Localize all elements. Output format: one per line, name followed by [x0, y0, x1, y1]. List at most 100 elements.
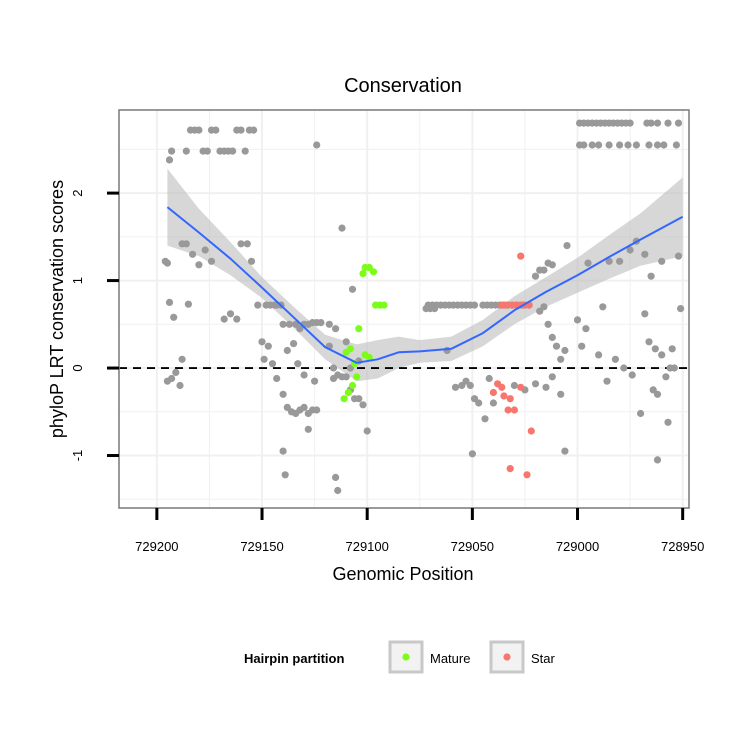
data-point-other: [279, 320, 287, 328]
x-tick-label: 729200: [135, 539, 178, 554]
data-point-other: [573, 316, 582, 324]
legend-item-mature: Mature: [388, 640, 470, 674]
data-point-mature: [359, 270, 367, 278]
data-point-other: [283, 346, 291, 355]
data-point-other: [557, 390, 565, 398]
data-point-other: [189, 250, 197, 258]
data-point-star: [506, 395, 514, 403]
data-point-other: [250, 126, 258, 134]
data-point-other: [334, 486, 342, 495]
x-tick-label: 729150: [240, 539, 283, 554]
data-point-other: [342, 338, 350, 346]
data-point-other: [363, 427, 371, 435]
x-tick-label: 728950: [661, 539, 704, 554]
data-point-other: [557, 355, 565, 363]
data-point-other: [653, 456, 662, 464]
data-point-star: [510, 406, 518, 414]
data-point-other: [313, 141, 321, 149]
data-point-other: [451, 383, 460, 391]
data-point-star: [504, 406, 512, 414]
data-point-other: [430, 305, 439, 313]
data-point-other: [172, 368, 180, 376]
data-point-other: [674, 119, 683, 127]
y-axis-title: phyloP LRT conservation scores: [47, 180, 67, 438]
smooth-line-group: [166, 206, 684, 364]
data-point-star: [502, 301, 510, 309]
data-point-other: [658, 257, 666, 265]
data-point-other: [300, 403, 308, 411]
data-point-other: [466, 381, 474, 390]
y-tick-label: 0: [70, 364, 85, 371]
data-point-other: [182, 147, 190, 155]
legend: Hairpin partition Mature Star: [244, 640, 556, 674]
data-point-other: [342, 373, 350, 381]
data-point-other: [311, 377, 319, 385]
smooth-fit-line: [166, 206, 684, 364]
data-point-other: [226, 310, 235, 318]
data-point-other: [279, 390, 287, 398]
data-point-mature: [355, 325, 363, 333]
data-point-other: [582, 325, 590, 333]
data-point-other: [273, 374, 281, 383]
data-point-other: [595, 141, 603, 149]
panel-border: [118, 109, 690, 509]
data-point-other: [548, 373, 556, 381]
data-point-other: [195, 126, 203, 134]
data-point-other: [184, 300, 192, 308]
data-point-other: [664, 418, 672, 426]
x-axis-ticks: 729200 729150 729100 729050 729000 728950: [135, 508, 704, 554]
data-point-mature: [380, 301, 388, 309]
data-point-other: [580, 141, 588, 149]
legend-dot-star: [503, 653, 511, 661]
data-point-other: [662, 373, 670, 381]
data-point-other: [285, 320, 293, 328]
data-point-other: [628, 371, 636, 379]
data-point-star: [517, 252, 525, 260]
data-point-other: [338, 224, 346, 232]
data-point-other: [563, 242, 571, 250]
data-point-other: [510, 381, 518, 390]
data-point-other: [588, 141, 596, 149]
data-point-other: [611, 355, 620, 363]
data-point-other: [548, 261, 556, 269]
data-point-other: [168, 374, 176, 383]
legend-item-star: Star: [489, 640, 556, 674]
data-point-other: [531, 380, 540, 388]
data-point-other: [548, 333, 556, 341]
plot-panel: [118, 109, 690, 509]
data-point-mature: [365, 353, 373, 362]
data-point-other: [544, 320, 552, 328]
data-point-other: [290, 340, 298, 348]
data-point-other: [300, 371, 308, 379]
data-point-other: [281, 471, 289, 479]
data-point-other: [258, 338, 266, 346]
data-point-other: [561, 346, 569, 355]
data-point-other: [624, 141, 632, 149]
data-point-other: [620, 364, 628, 372]
data-point-star: [527, 427, 535, 435]
panel-background: [119, 110, 689, 508]
data-point-star: [506, 465, 514, 473]
chart-title: Conservation: [344, 75, 462, 97]
data-point-other: [237, 240, 245, 248]
data-point-other: [670, 364, 678, 372]
data-point-mature: [346, 345, 354, 353]
data-point-other: [485, 374, 493, 383]
data-point-other: [247, 257, 256, 265]
data-point-other: [329, 374, 338, 383]
data-point-star: [500, 392, 508, 400]
data-point-other: [540, 303, 548, 311]
legend-label-mature: Mature: [430, 651, 470, 666]
data-point-other: [542, 383, 550, 391]
data-point-other: [165, 156, 174, 164]
y-tick-label: 1: [70, 277, 85, 284]
data-point-mature: [344, 388, 352, 397]
data-point-other: [294, 360, 302, 368]
data-point-other: [332, 325, 340, 333]
data-point-other: [243, 240, 251, 248]
legend-dot-mature: [402, 653, 410, 661]
y-tick-label: -1: [70, 450, 85, 462]
data-point-other: [241, 147, 249, 155]
data-point-other: [653, 141, 662, 149]
data-point-other: [561, 447, 569, 455]
